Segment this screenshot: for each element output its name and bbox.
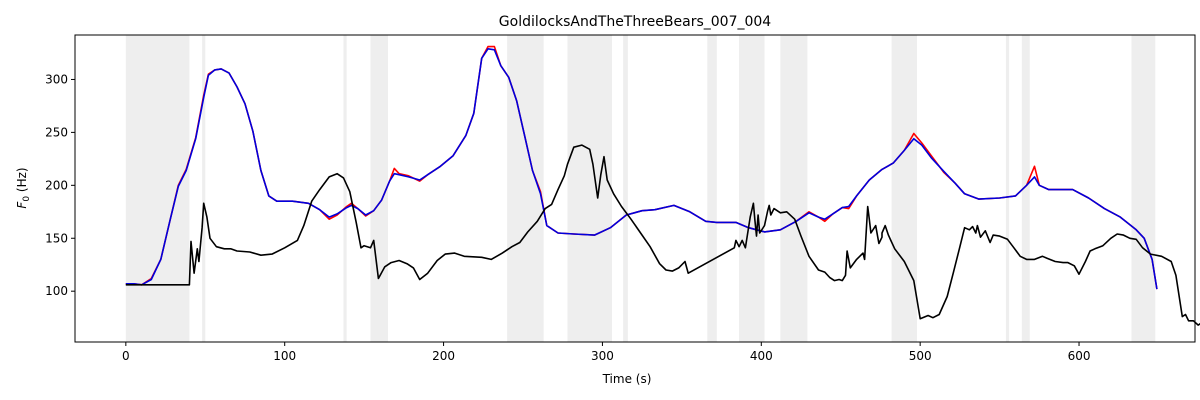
x-axis: 0 100 200 300 400 500 600: [122, 342, 1090, 363]
x-tick-label-100: 100: [273, 349, 296, 363]
x-tick-label-200: 200: [432, 349, 455, 363]
series-lines: [125, 45, 1200, 326]
x-tick-label-600: 600: [1068, 349, 1091, 363]
shaded-region-3: [370, 35, 388, 342]
chart-title: GoldilocksAndTheThreeBears_007_004: [499, 14, 771, 30]
shaded-region-13: [1131, 35, 1156, 342]
shaded-region-4: [507, 35, 544, 342]
plot-frame: [74, 34, 1196, 343]
series-line-2: [125, 144, 1200, 326]
y-tick-label-300: 300: [45, 72, 68, 86]
shaded-region-5: [567, 35, 612, 342]
x-axis-label: Time (s): [602, 372, 652, 386]
shaded-region-1: [202, 35, 206, 342]
x-tick-label-0: 0: [122, 349, 130, 363]
shaded-region-11: [1005, 35, 1010, 342]
shaded-region-6: [623, 35, 628, 342]
series-line-1: [125, 48, 1158, 290]
y-tick-label-200: 200: [45, 178, 68, 192]
shaded-region-8: [739, 35, 765, 342]
y-tick-label-250: 250: [45, 125, 68, 139]
shaded-region-7: [707, 35, 717, 342]
y-axis-label-sub: 0: [22, 196, 32, 202]
shaded-region-2: [343, 35, 347, 342]
y-axis-label: F0 (Hz): [15, 167, 32, 208]
x-tick-label-400: 400: [750, 349, 773, 363]
y-axis-label-main: F: [15, 201, 29, 209]
shaded-region-10: [891, 35, 917, 342]
y-axis: 100 150 200 250 300: [45, 72, 75, 298]
y-tick-label-100: 100: [45, 284, 68, 298]
y-tick-label-150: 150: [45, 231, 68, 245]
x-tick-label-500: 500: [909, 349, 932, 363]
series-line-0: [125, 45, 1158, 290]
shaded-region-9: [780, 35, 808, 342]
x-tick-label-300: 300: [591, 349, 614, 363]
shaded-regions: [125, 35, 1156, 342]
shaded-region-0: [125, 35, 190, 342]
y-axis-label-unit: (Hz): [15, 167, 29, 196]
shaded-region-12: [1021, 35, 1030, 342]
